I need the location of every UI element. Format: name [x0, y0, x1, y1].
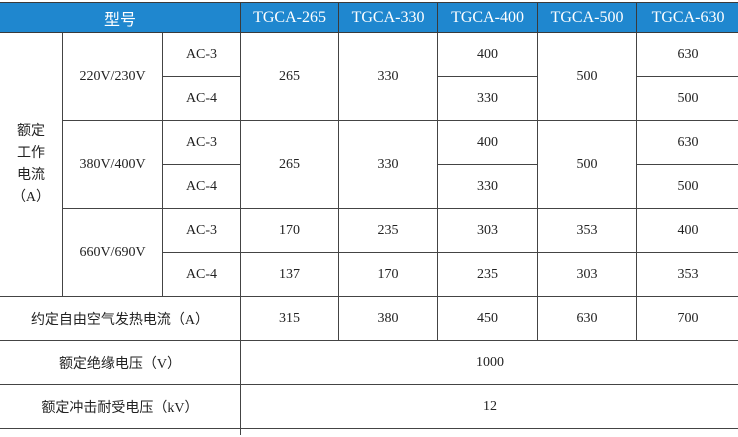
value-cell: 400 [636, 208, 738, 253]
value-cell: 265 [240, 32, 340, 121]
value-cell: 170 [338, 252, 439, 297]
label-line: 电流 [17, 167, 45, 183]
table-row: 660V/690V AC-3 170 235 303 353 400 [0, 208, 738, 297]
value-cell: 500 [636, 164, 738, 209]
model-header: 型号 [0, 2, 242, 33]
voltage-cell: 380V/400V [62, 120, 163, 209]
category-cell: AC-3 [161, 120, 242, 165]
label-line: 工作 [17, 145, 45, 161]
value-cell: 500 [636, 76, 738, 121]
value-cell: 700 [636, 296, 738, 341]
value-cell: 630 [636, 32, 738, 77]
value-cell: 400 [437, 120, 539, 165]
category-cell: AC-3 [161, 32, 242, 77]
cut-off-cell [0, 428, 242, 435]
value-cell: 330 [437, 76, 539, 121]
table-row [0, 428, 738, 435]
insulation-voltage-row: 额定绝缘电压（V） 1000 [0, 340, 738, 385]
category-cell: AC-4 [161, 164, 242, 209]
value-cell: 380 [338, 296, 439, 341]
value-cell: 330 [437, 164, 539, 209]
value-cell: 315 [240, 296, 340, 341]
value-cell: 330 [338, 32, 439, 121]
model-header: TGCA-500 [537, 2, 638, 33]
model-header: TGCA-630 [636, 2, 738, 33]
row-label: 额定冲击耐受电压（kV） [0, 384, 242, 429]
value-cell: 303 [437, 208, 539, 253]
label-line: 额定 [17, 123, 45, 139]
category-cell: AC-4 [161, 76, 242, 121]
label-line: （A） [11, 189, 51, 205]
value-cell: 265 [240, 120, 340, 209]
value-cell: 12 [240, 384, 738, 429]
category-cell: AC-4 [161, 252, 242, 297]
thermal-current-row: 约定自由空气发热电流（A） 315 380 450 630 700 [0, 296, 738, 341]
model-header: TGCA-330 [338, 2, 439, 33]
value-cell: 303 [537, 252, 638, 297]
value-cell: 170 [240, 208, 340, 253]
value-cell: 1000 [240, 340, 738, 385]
value-cell: 353 [537, 208, 638, 253]
model-header: TGCA-400 [437, 2, 539, 33]
value-cell: 235 [437, 252, 539, 297]
table-row: 380V/400V AC-3 265 330 400 500 630 [0, 120, 738, 209]
model-header: TGCA-265 [240, 2, 340, 33]
voltage-cell: 220V/230V [62, 32, 163, 121]
value-cell: 500 [537, 32, 638, 121]
table-row: 额定 工作 电流 （A） 220V/230V AC-3 265 330 400 … [0, 32, 738, 297]
row-label: 额定绝缘电压（V） [0, 340, 242, 385]
voltage-cell: 660V/690V [62, 208, 163, 297]
impulse-voltage-row: 额定冲击耐受电压（kV） 12 [0, 384, 738, 429]
value-cell: 400 [437, 32, 539, 77]
value-cell: 137 [240, 252, 340, 297]
value-cell: 353 [636, 252, 738, 297]
rated-current-label: 额定 工作 电流 （A） [0, 32, 63, 297]
value-cell: 235 [338, 208, 439, 253]
value-cell: 630 [537, 296, 638, 341]
cut-off-cell [240, 428, 738, 435]
value-cell: 500 [537, 120, 638, 209]
value-cell: 450 [437, 296, 539, 341]
row-label: 约定自由空气发热电流（A） [0, 296, 242, 341]
header-row: 型号 TGCA-265 TGCA-330 TGCA-400 TGCA-500 T… [0, 2, 738, 33]
value-cell: 330 [338, 120, 439, 209]
category-cell: AC-3 [161, 208, 242, 253]
value-cell: 630 [636, 120, 738, 165]
